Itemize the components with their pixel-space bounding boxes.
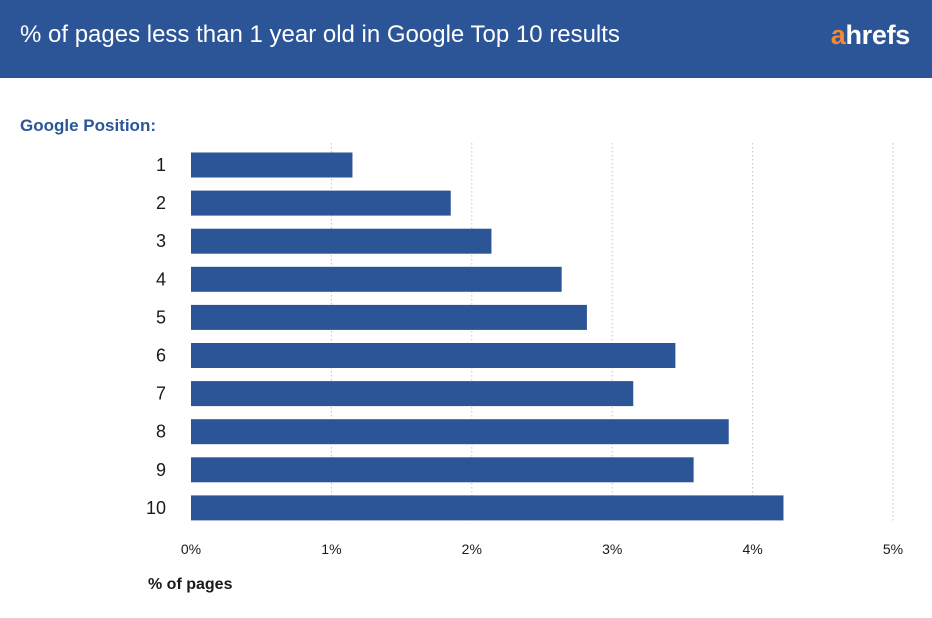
- category-label-6: 6: [156, 346, 166, 366]
- category-label-10: 10: [146, 498, 166, 518]
- bar-position-9: [191, 457, 694, 483]
- category-label-8: 8: [156, 422, 166, 442]
- category-label-5: 5: [156, 307, 166, 327]
- x-tick-label-2: 2%: [462, 541, 482, 557]
- x-tick-label-5: 5%: [883, 541, 903, 557]
- category-label-1: 1: [156, 155, 166, 175]
- logo-letter-a: a: [830, 20, 846, 50]
- x-tick-label-4: 4%: [742, 541, 762, 557]
- category-label-3: 3: [156, 231, 166, 251]
- x-tick-label-0: 0%: [181, 541, 201, 557]
- category-axis-label: Google Position:: [20, 116, 156, 135]
- bar-position-6: [191, 343, 676, 368]
- category-label-2: 2: [156, 193, 166, 213]
- bar-position-4: [191, 266, 562, 292]
- bar-position-5: [191, 304, 587, 330]
- bar-position-3: [191, 228, 492, 254]
- bar-position-2: [191, 190, 451, 216]
- bar-position-10: [191, 495, 784, 521]
- x-axis-label: % of pages: [148, 576, 233, 593]
- header-bar: % of pages less than 1 year old in Googl…: [0, 0, 932, 78]
- category-label-7: 7: [156, 384, 166, 404]
- ahrefs-logo: ahrefs: [830, 20, 911, 51]
- x-tick-label-3: 3%: [602, 541, 622, 557]
- bar-position-1: [191, 152, 353, 178]
- category-label-9: 9: [156, 460, 166, 480]
- logo-letters-hrefs: hrefs: [845, 20, 910, 50]
- chart-title: % of pages less than 1 year old in Googl…: [20, 21, 620, 48]
- category-label-4: 4: [156, 269, 166, 289]
- bar-position-7: [191, 381, 634, 407]
- bar-position-8: [191, 419, 729, 445]
- x-tick-label-1: 1%: [321, 541, 341, 557]
